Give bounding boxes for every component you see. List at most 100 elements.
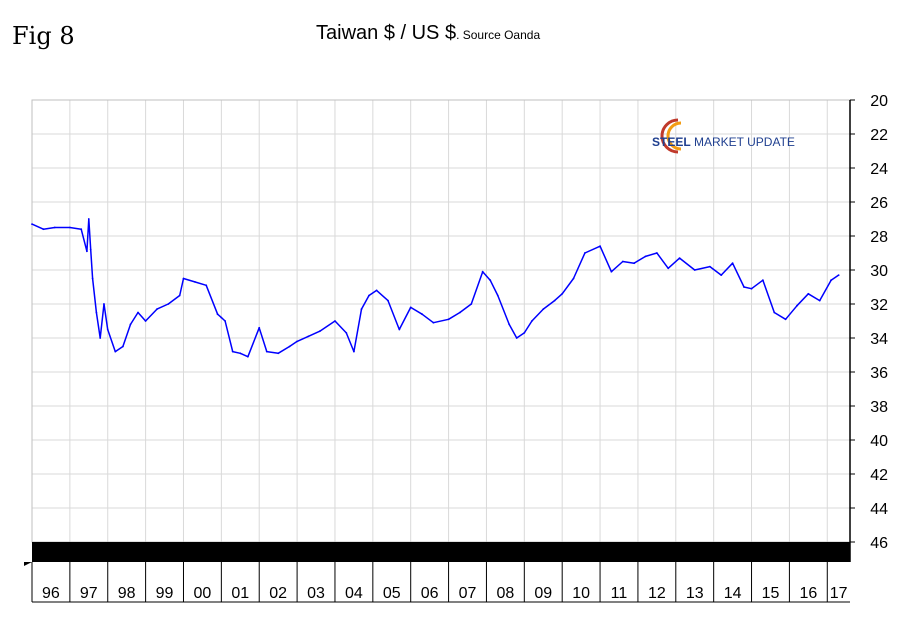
x-tick-label: 08 <box>496 585 514 602</box>
data-point <box>53 226 56 229</box>
x-tick-label: 12 <box>648 585 666 602</box>
data-point <box>42 228 45 231</box>
data-point <box>375 289 378 292</box>
x-tick-label: 03 <box>307 585 325 602</box>
logo: STEEL MARKET UPDATE <box>652 118 795 154</box>
data-point <box>489 279 492 282</box>
x-tick-label: 06 <box>421 585 439 602</box>
y-tick-label: 28 <box>870 229 888 246</box>
data-point <box>409 306 412 309</box>
data-point <box>837 274 840 276</box>
figure-label: Fig 8 <box>12 22 75 50</box>
data-point <box>807 292 810 295</box>
data-point <box>360 308 363 310</box>
data-point <box>89 248 92 251</box>
chart-subtitle: . Source Oanda <box>456 28 541 42</box>
logo-arc-red <box>660 118 679 154</box>
x-tick-label: 96 <box>42 585 60 602</box>
data-point <box>352 350 355 353</box>
data-point <box>106 328 109 331</box>
data-point <box>114 350 117 353</box>
data-point <box>144 320 147 322</box>
x-tick-label: 01 <box>231 585 249 602</box>
data-point <box>515 337 518 339</box>
data-point <box>644 255 647 258</box>
data-point <box>830 279 832 282</box>
data-point <box>137 311 139 314</box>
data-point <box>182 277 185 280</box>
x-tick-label: 16 <box>799 585 817 602</box>
chart-title: Taiwan $ / US $. Source Oanda <box>316 22 540 45</box>
data-point <box>288 345 291 348</box>
series-layer <box>31 218 840 358</box>
data-point <box>743 286 745 288</box>
data-point <box>796 304 798 307</box>
y-tick-label: 26 <box>870 195 888 212</box>
data-point <box>447 318 450 321</box>
x-axis-band <box>24 542 850 566</box>
logo-text-steel: STEEL <box>652 135 691 149</box>
y-tick-label: 44 <box>870 501 888 518</box>
data-point <box>773 311 776 314</box>
data-point <box>678 257 681 259</box>
data-point <box>398 328 401 331</box>
data-point <box>277 352 280 355</box>
data-point <box>334 320 336 322</box>
y-tick-label: 40 <box>870 433 888 450</box>
data-point <box>86 250 88 253</box>
data-point <box>572 277 575 280</box>
data-point <box>655 252 658 254</box>
data-point <box>421 313 423 316</box>
data-point <box>205 284 208 287</box>
y-tick-label: 24 <box>870 161 888 178</box>
series-line <box>31 218 840 358</box>
data-point <box>761 279 764 282</box>
data-point <box>667 267 670 270</box>
data-point <box>296 340 298 343</box>
data-point <box>508 323 511 326</box>
data-point <box>610 270 613 273</box>
data-point <box>265 350 268 353</box>
data-point <box>167 303 170 305</box>
data-point <box>633 262 636 265</box>
logo-arc-orange <box>666 121 682 151</box>
data-point <box>224 320 227 322</box>
data-point <box>368 294 370 297</box>
x-tick-label: 13 <box>686 585 704 602</box>
data-point <box>68 226 71 229</box>
data-point <box>239 352 242 355</box>
y-tick-label: 22 <box>870 127 888 144</box>
data-point <box>750 287 753 290</box>
data-point <box>246 355 249 358</box>
y-tick-label: 30 <box>870 263 888 280</box>
data-point <box>523 332 526 334</box>
x-tick-label: 09 <box>534 585 552 602</box>
y-tick-label: 34 <box>870 331 888 348</box>
data-point <box>318 330 321 333</box>
data-point <box>129 323 132 326</box>
x-tick-label: 11 <box>611 585 628 602</box>
x-tick-label: 17 <box>830 585 848 602</box>
x-tick-label: 02 <box>269 585 287 602</box>
chart-title-main: Taiwan $ / US $ <box>316 22 457 44</box>
data-point <box>496 294 499 297</box>
data-point <box>481 270 484 273</box>
data-point <box>103 303 105 305</box>
data-point <box>258 326 261 329</box>
x-tick-label: 98 <box>118 585 136 602</box>
data-point <box>731 262 734 265</box>
data-point <box>80 228 83 231</box>
x-tick-label: 15 <box>762 585 780 602</box>
axis-layer: 20 22 24 26 28 30 32 34 36 38 40 42 44 46 96 97 98 99 00 01… <box>24 93 888 603</box>
data-point <box>693 269 696 271</box>
y-tick-label: 46 <box>870 535 888 552</box>
data-point <box>216 313 219 316</box>
data-point <box>193 281 196 283</box>
data-point <box>621 260 624 263</box>
data-point <box>345 332 348 334</box>
data-point <box>156 308 158 310</box>
data-point <box>31 223 33 226</box>
x-tick-label: 10 <box>572 585 590 602</box>
y-tick-label: 20 <box>870 93 888 110</box>
